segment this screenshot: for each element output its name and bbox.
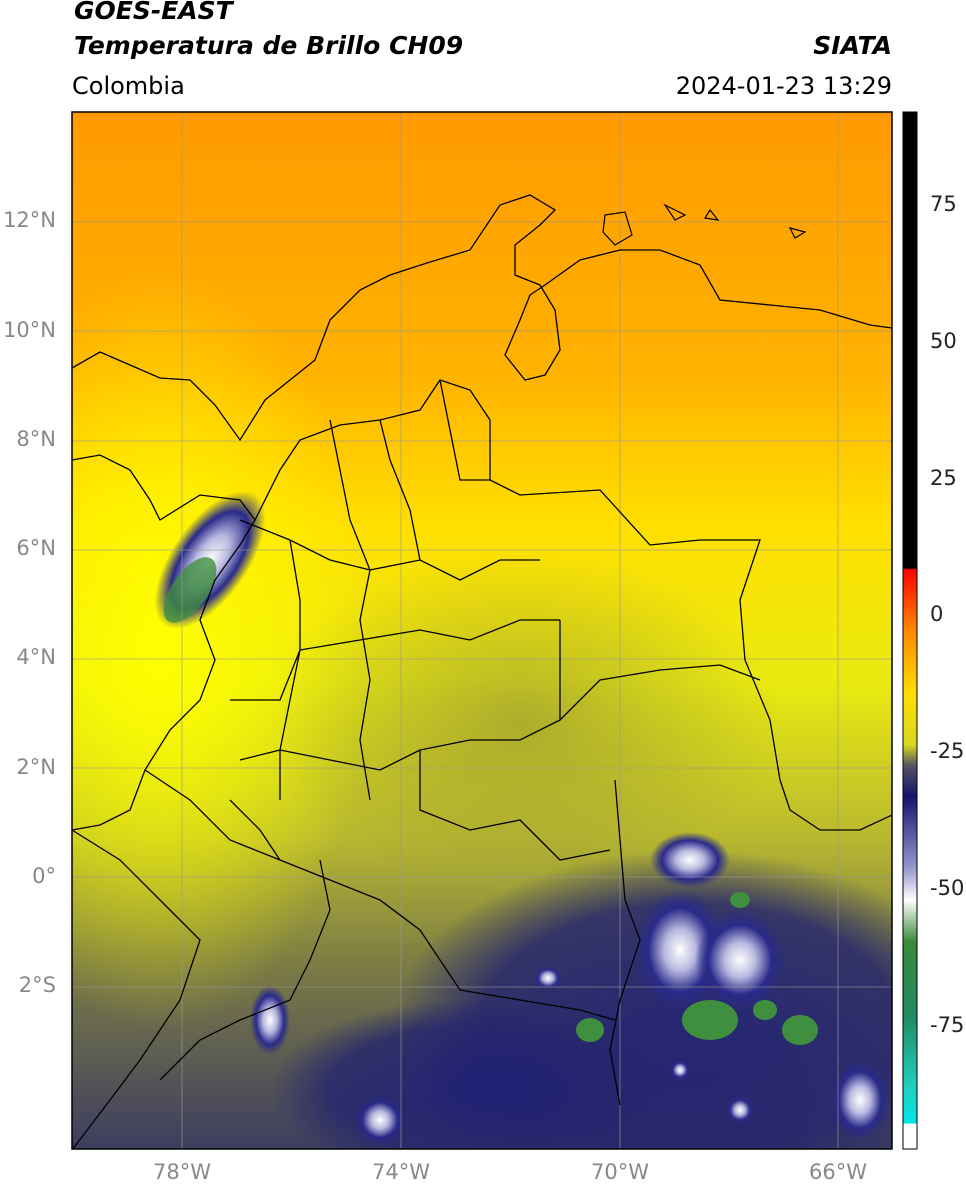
lat-tick: 2°N — [16, 755, 56, 779]
lat-tick: 10°N — [3, 318, 56, 342]
lat-tick: 4°N — [16, 645, 56, 669]
satellite-title: GOES-EAST — [74, 0, 233, 25]
product-title: Temperatura de Brillo CH09 — [74, 31, 464, 60]
source-label: SIATA — [813, 31, 892, 60]
colorbar-tick: -25 — [930, 739, 965, 763]
lat-tick: 2°S — [18, 973, 56, 997]
colorbar-tick: 75 — [930, 192, 957, 216]
colorbar-tick: 25 — [930, 466, 957, 490]
lon-tick: 70°W — [591, 1160, 649, 1184]
lon-tick: 74°W — [372, 1160, 430, 1184]
lon-tick: 78°W — [153, 1160, 211, 1184]
lat-tick: 8°N — [16, 427, 56, 451]
lat-tick: 12°N — [3, 208, 56, 232]
colorbar-tick: 50 — [930, 329, 957, 353]
colorbar-tick: -50 — [930, 876, 965, 900]
colorbar-tick: 0 — [930, 602, 944, 626]
lon-tick: 66°W — [809, 1160, 867, 1184]
timestamp-label: 2024-01-23 13:29 — [675, 72, 892, 100]
colorbar-tick: -75 — [930, 1013, 965, 1037]
lat-tick: 0° — [32, 864, 56, 888]
lat-tick: 6°N — [16, 536, 56, 560]
region-label: Colombia — [72, 72, 185, 100]
